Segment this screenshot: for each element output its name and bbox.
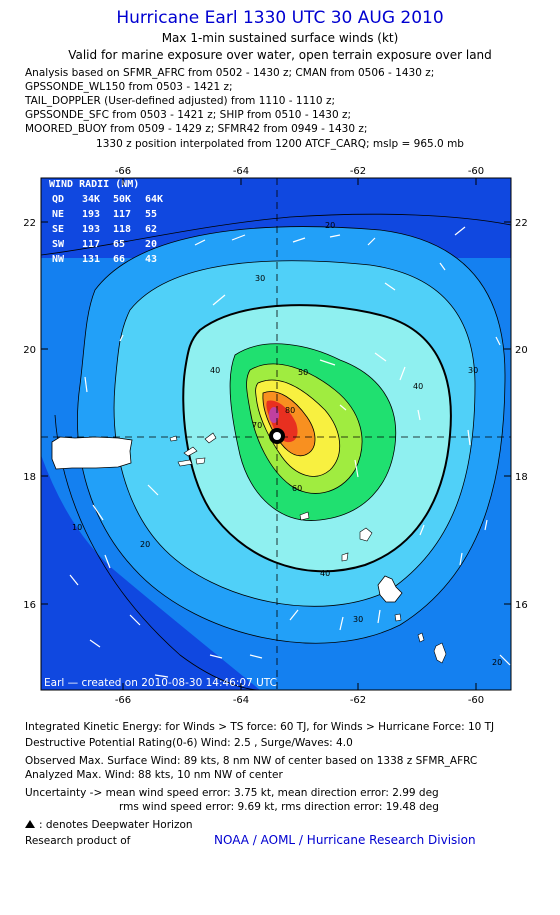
martinique-island [433, 642, 447, 664]
dpr-line: Destructive Potential Rating(0-6) Wind: … [25, 737, 353, 749]
contour-label: 40 [210, 366, 220, 375]
island [204, 432, 217, 444]
wind-radii-cell: 193 [82, 224, 100, 235]
lon-tick: -60 [468, 695, 484, 705]
guadeloupe-island [377, 575, 403, 603]
island [177, 459, 193, 467]
contour-label: 50 [298, 368, 308, 377]
latitude-ticks-left: 22 20 18 16 [23, 218, 36, 611]
deepwater-horizon-icon [25, 820, 35, 828]
research-label: Research product of [25, 835, 131, 847]
subtitle-exposure: Valid for marine exposure over water, op… [68, 48, 492, 62]
uncertainty-line-1: Uncertainty -> mean wind speed error: 3.… [25, 787, 439, 799]
map-credit-footer: Earl — created on 2010-08-30 14:46:07 UT… [44, 677, 277, 689]
wind-radii-cell: 65 [113, 239, 125, 250]
contour-label: 40 [413, 382, 423, 391]
wind-radii-cell: 117 [82, 239, 100, 250]
lat-tick: 20 [23, 345, 36, 356]
wind-radii-cell: 62 [145, 224, 157, 235]
longitude-ticks-bottom: -66 -64 -62 -60 [115, 695, 484, 705]
lon-tick: -62 [350, 166, 366, 177]
analysis-line: MOORED_BUOY from 0509 - 1429 z; SFMR42 f… [25, 123, 368, 135]
lat-tick: 18 [515, 472, 528, 483]
wind-region-max [269, 407, 279, 423]
wind-field-map: WIND RADII (NM) QD 34K 50K 64K NE 193 11… [23, 166, 528, 705]
contour-label: 10 [72, 523, 82, 532]
island [341, 552, 349, 562]
analyzed-max-line: Analyzed Max. Wind: 88 kts, 10 nm NW of … [25, 769, 283, 781]
island [417, 632, 425, 643]
island [169, 435, 178, 442]
wind-radii-cell: SE [52, 224, 64, 235]
position-line: 1330 z position interpolated from 1200 A… [96, 138, 464, 150]
wind-radii-cell: NW [52, 254, 65, 265]
contour-label: 40 [320, 569, 330, 578]
noaa-credit-link[interactable]: NOAA / AOML / Hurricane Research Divisio… [214, 833, 476, 847]
contour-label: 20 [492, 658, 502, 667]
lat-tick: 16 [515, 600, 528, 611]
lat-tick: 18 [23, 472, 36, 483]
contour-label: 60 [292, 484, 302, 493]
wind-radii-cell: 118 [113, 224, 131, 235]
wind-radii-header: QD [52, 194, 64, 205]
analysis-line: TAIL_DOPPLER (User-defined adjusted) fro… [25, 95, 335, 107]
latitude-ticks-right: 22 20 18 16 [515, 218, 528, 611]
longitude-ticks-top: -66 -64 -62 -60 [115, 166, 484, 177]
contour-label: 30 [353, 615, 363, 624]
lat-tick: 20 [515, 345, 528, 356]
lat-tick: 22 [515, 218, 528, 229]
contour-label: 80 [285, 406, 295, 415]
subtitle-wind-type: Max 1-min sustained surface winds (kt) [161, 31, 399, 45]
wind-radii-cell: SW [52, 239, 65, 250]
contour-label: 70 [252, 421, 262, 430]
lon-tick: -60 [468, 166, 484, 177]
wind-radii-title: WIND RADII (NM) [49, 179, 139, 190]
lon-tick: -66 [115, 166, 131, 177]
wind-radii-header: 34K [82, 194, 100, 205]
storm-center-eye [273, 432, 281, 440]
wind-radii-cell: 66 [113, 254, 125, 265]
analysis-line: Analysis based on SFMR_AFRC from 0502 - … [25, 67, 435, 79]
island [394, 613, 402, 622]
wind-vectors [69, 226, 511, 678]
wind-radii-table: WIND RADII (NM) QD 34K 50K 64K NE 193 11… [49, 179, 163, 265]
contour-label: 20 [140, 540, 150, 549]
page-title: Hurricane Earl 1330 UTC 30 AUG 2010 [116, 8, 444, 28]
island [359, 527, 373, 542]
wind-radii-cell: NE [52, 209, 64, 220]
island [183, 446, 198, 457]
lat-tick: 16 [23, 600, 36, 611]
lon-tick: -64 [233, 166, 249, 177]
analysis-line: GPSSONDE_SFC from 0503 - 1421 z; SHIP fr… [25, 109, 352, 121]
lat-tick: 22 [23, 218, 36, 229]
wind-radii-cell: 43 [145, 254, 157, 265]
contour-label: 20 [325, 221, 335, 230]
contour-label: 30 [468, 366, 478, 375]
island [195, 457, 206, 465]
wind-radii-cell: 117 [113, 209, 131, 220]
lon-tick: -64 [233, 695, 249, 705]
wind-radii-cell: 193 [82, 209, 100, 220]
uncertainty-line-2: rms wind speed error: 9.69 kt, rms direc… [119, 801, 439, 813]
wind-radii-header: 64K [145, 194, 163, 205]
puerto-rico-landmass [51, 436, 133, 470]
wind-radii-header: 50K [113, 194, 131, 205]
contour-label: 30 [255, 274, 265, 283]
deepwater-legend: : denotes Deepwater Horizon [25, 819, 193, 831]
wind-radii-cell: 55 [145, 209, 157, 220]
ike-line: Integrated Kinetic Energy: for Winds > T… [25, 721, 495, 733]
wind-radii-cell: 131 [82, 254, 100, 265]
wind-radii-cell: 20 [145, 239, 157, 250]
island [299, 511, 310, 521]
analysis-line: GPSSONDE_WL150 from 0503 - 1421 z; [25, 81, 233, 93]
deepwater-legend-text: : denotes Deepwater Horizon [39, 819, 193, 831]
observed-max-line: Observed Max. Surface Wind: 89 kts, 8 nm… [25, 755, 478, 767]
wind-region-southwest-low [41, 455, 260, 690]
contour-labels: 10 20 30 30 20 40 40 40 50 60 70 80 30 2… [72, 221, 502, 667]
lon-tick: -62 [350, 695, 366, 705]
lon-tick: -66 [115, 695, 131, 705]
